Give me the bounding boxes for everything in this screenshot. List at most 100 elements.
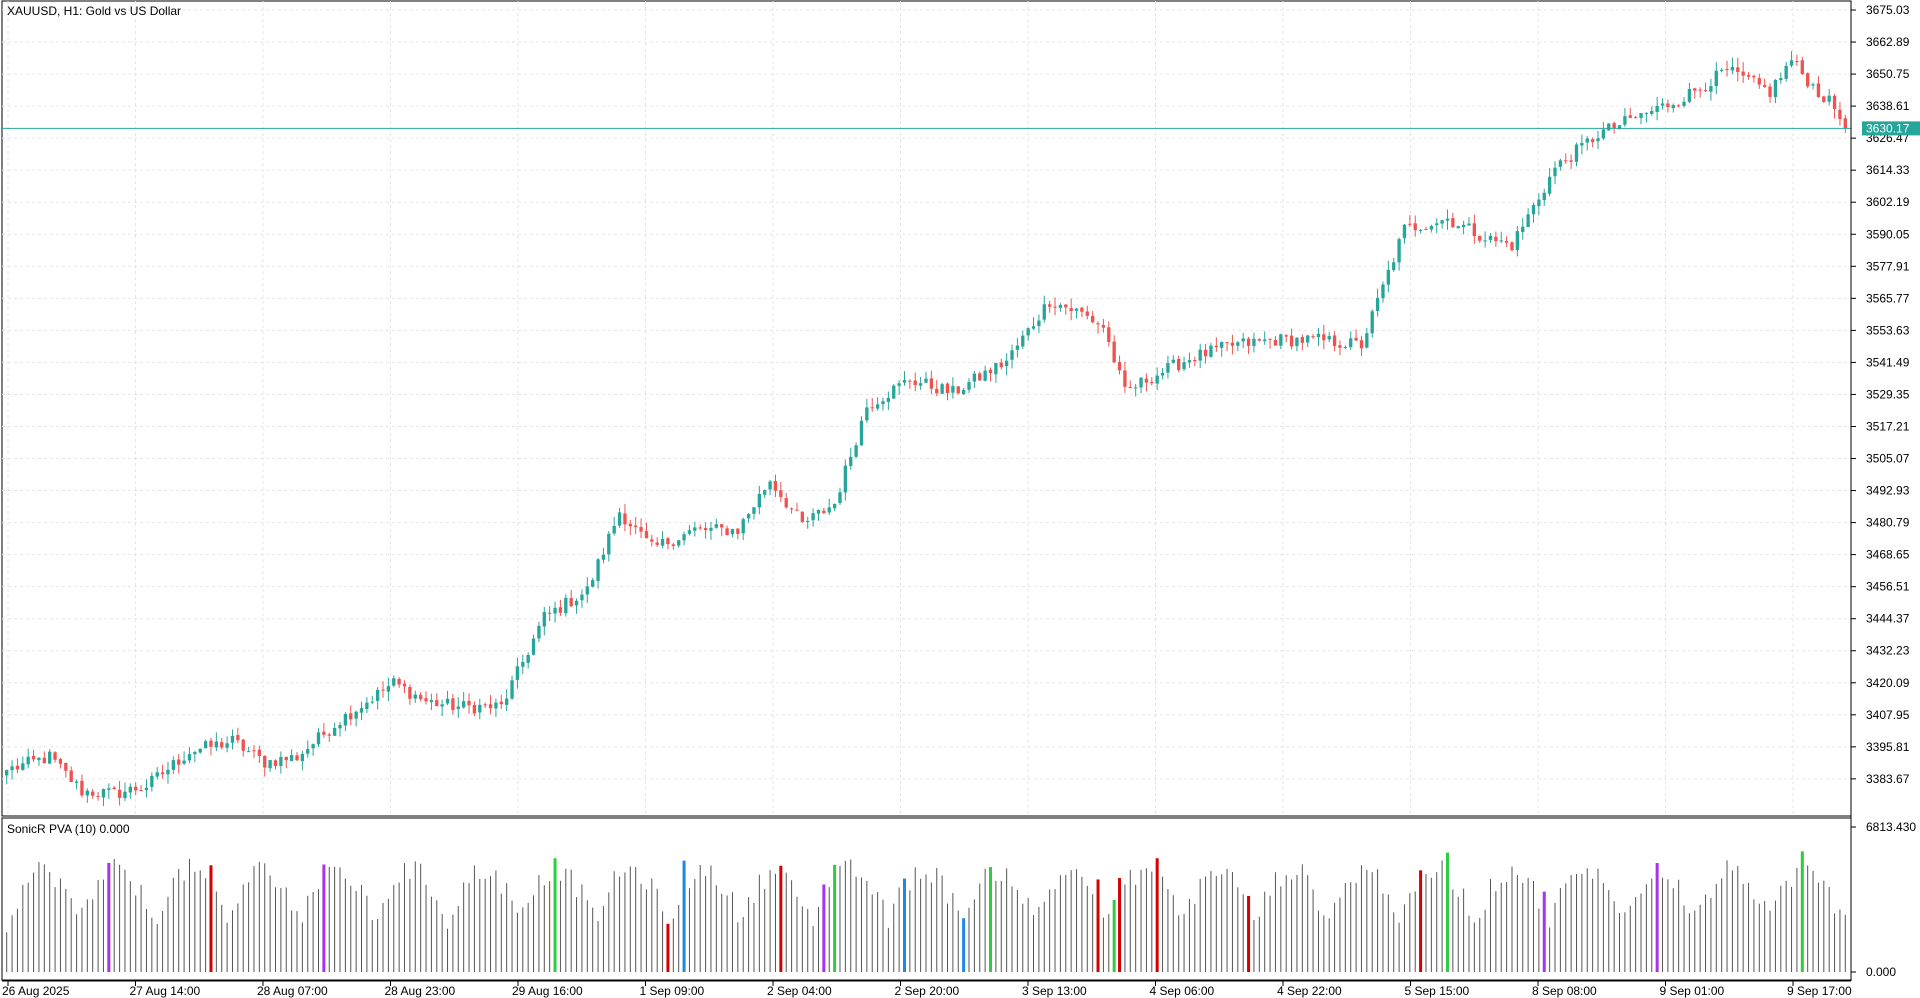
candle bbox=[375, 687, 380, 710]
candle-body bbox=[1752, 75, 1756, 78]
volume-bar-normal bbox=[248, 882, 250, 972]
candle bbox=[1687, 82, 1692, 104]
candle-body bbox=[1698, 89, 1702, 91]
volume-axis[interactable]: 6813.430 0.000 bbox=[1851, 820, 1916, 979]
candle bbox=[155, 767, 159, 780]
volume-bar-normal bbox=[1436, 872, 1438, 972]
candle bbox=[58, 758, 63, 769]
candle bbox=[1451, 212, 1455, 229]
candle bbox=[263, 755, 267, 777]
volume-bar-normal bbox=[1721, 878, 1723, 972]
volume-bar-purple bbox=[322, 864, 326, 972]
candle-body bbox=[859, 420, 864, 446]
candle bbox=[929, 370, 934, 395]
volume-bar-normal bbox=[1549, 927, 1551, 972]
price-axis[interactable]: 3675.033662.893650.753638.613626.473614.… bbox=[1851, 3, 1910, 786]
candle bbox=[1203, 344, 1208, 364]
price-panel[interactable] bbox=[1, 0, 1852, 817]
candle-body bbox=[1101, 325, 1106, 328]
candle-body bbox=[1311, 336, 1315, 338]
time-tick-label: 4 Sep 06:00 bbox=[1150, 984, 1215, 998]
candle bbox=[859, 416, 864, 446]
candle bbox=[800, 511, 805, 523]
volume-bar-normal bbox=[796, 896, 798, 972]
volume-bar-normal bbox=[16, 908, 18, 972]
volume-bar-normal bbox=[1011, 886, 1013, 972]
volume-bar-normal bbox=[1823, 880, 1825, 972]
candle-body bbox=[548, 612, 552, 614]
volume-bar-normal bbox=[527, 902, 529, 972]
candle bbox=[91, 788, 95, 799]
candle-body bbox=[1236, 342, 1240, 346]
candle bbox=[1037, 314, 1041, 333]
candle bbox=[1483, 231, 1487, 248]
volume-bar-normal bbox=[1570, 875, 1572, 972]
volume-bar-normal bbox=[619, 876, 621, 972]
candle bbox=[763, 489, 767, 499]
candle-body bbox=[268, 760, 272, 769]
volume-bar-normal bbox=[1409, 893, 1411, 972]
candle-body bbox=[1617, 125, 1622, 130]
candle-body bbox=[1757, 78, 1761, 85]
volume-bar-normal bbox=[135, 895, 137, 972]
candle bbox=[1273, 336, 1278, 346]
candle bbox=[526, 652, 530, 669]
candle-body bbox=[461, 701, 466, 708]
candle bbox=[392, 675, 396, 688]
candle bbox=[1246, 336, 1251, 355]
candle bbox=[816, 509, 821, 521]
candle-body bbox=[746, 514, 751, 519]
volume-bar-normal bbox=[473, 865, 475, 972]
candle bbox=[1682, 97, 1686, 108]
candle bbox=[1354, 329, 1358, 341]
candle-body bbox=[1429, 226, 1434, 230]
candle-body bbox=[1601, 129, 1606, 139]
candle bbox=[1123, 361, 1127, 393]
candle bbox=[1386, 260, 1391, 293]
volume-bar-normal bbox=[361, 884, 363, 972]
candle bbox=[316, 728, 321, 748]
candle bbox=[510, 675, 514, 700]
candle-body bbox=[1241, 338, 1245, 342]
candle bbox=[1107, 321, 1111, 347]
candle bbox=[892, 384, 896, 399]
volume-bar-normal bbox=[1162, 876, 1164, 972]
candle-body bbox=[945, 383, 950, 394]
volume-bar-normal bbox=[1033, 915, 1035, 972]
candle-body bbox=[703, 528, 708, 531]
volume-bar-normal bbox=[344, 878, 346, 972]
time-axis[interactable]: 26 Aug 2025 27 Aug 14:00 28 Aug 07:00 28 Au… bbox=[2, 981, 1852, 998]
candle-body bbox=[1053, 306, 1057, 308]
candle-body bbox=[1483, 240, 1487, 242]
volume-bar-normal bbox=[1807, 865, 1809, 972]
candle-body bbox=[300, 753, 305, 762]
candle-body bbox=[607, 533, 611, 555]
candle bbox=[252, 745, 256, 759]
candle-body bbox=[1322, 334, 1326, 341]
candle-body bbox=[488, 704, 493, 709]
time-tick-label: 9 Sep 17:00 bbox=[1787, 984, 1852, 998]
volume-bar-normal bbox=[1210, 871, 1212, 972]
candle bbox=[918, 376, 923, 390]
volume-bar-normal bbox=[925, 874, 927, 972]
volume-bar-normal bbox=[839, 865, 841, 972]
candle-body bbox=[1090, 315, 1095, 323]
volume-bar-normal bbox=[1629, 905, 1631, 972]
candle-body bbox=[569, 598, 573, 607]
candle-body bbox=[1499, 240, 1503, 242]
price-tick-label: 3420.09 bbox=[1866, 676, 1910, 690]
volume-bar-normal bbox=[296, 911, 298, 972]
candle bbox=[671, 542, 675, 550]
candle-body bbox=[467, 700, 471, 706]
candle bbox=[1349, 331, 1353, 350]
candle-body bbox=[134, 786, 138, 791]
candle-body bbox=[902, 380, 907, 383]
price-grid bbox=[2, 9, 1851, 780]
volume-bar-normal bbox=[559, 880, 561, 972]
candle-body bbox=[1800, 60, 1804, 74]
candle bbox=[74, 779, 79, 790]
indicator-title: SonicR PVA (10) 0.000 bbox=[7, 822, 130, 836]
candle-body bbox=[284, 756, 288, 761]
candle bbox=[1021, 330, 1025, 350]
candle-body bbox=[709, 527, 713, 531]
